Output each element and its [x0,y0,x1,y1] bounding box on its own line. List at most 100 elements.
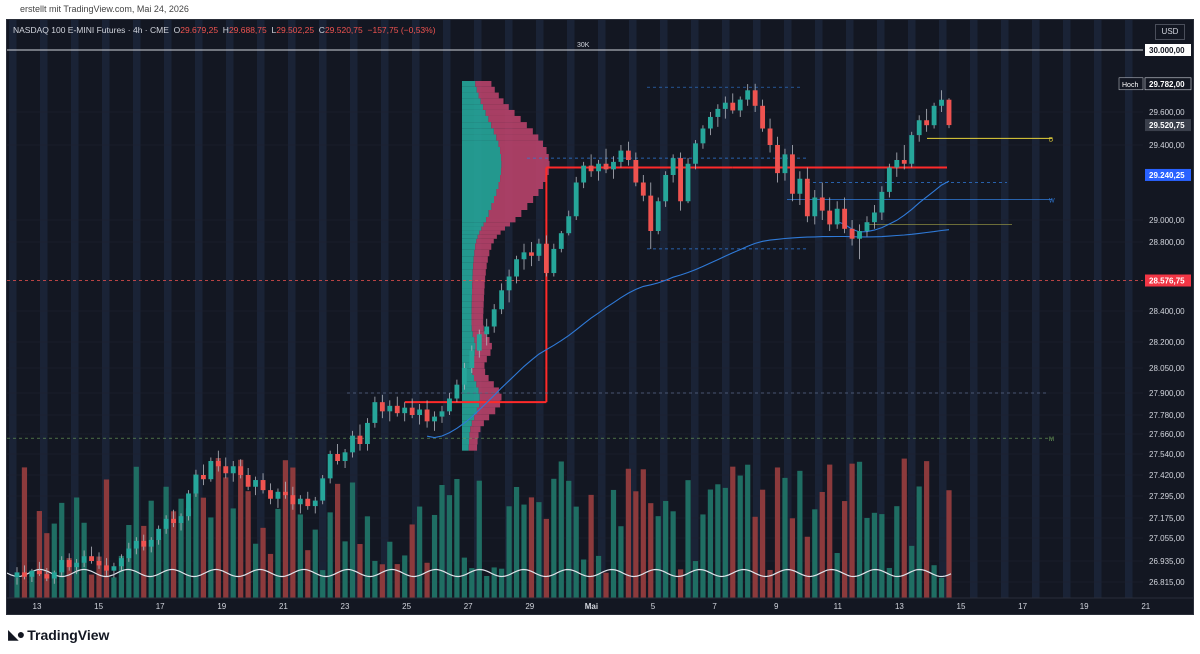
volume-bar [357,544,363,598]
candle-body [797,178,803,194]
session-stripe [1125,20,1133,598]
profile-bar [471,294,484,302]
candle [730,93,736,114]
price-badge [1145,274,1191,287]
volume-bar [469,568,475,598]
profile-bar [475,243,492,250]
profile-bar [472,288,485,295]
candle [633,152,639,187]
time-tick-label: 23 [341,602,350,611]
session-stripe [319,20,327,598]
candle [603,148,609,174]
candle-body [81,556,87,563]
profile-bar [493,128,533,135]
candle [372,396,378,428]
candle-body [230,466,236,474]
profile-bar [462,432,470,439]
candle-body [678,158,684,202]
volume-bar [178,498,184,598]
candle [745,84,751,106]
time-tick-label: 17 [1018,602,1027,611]
candle-body [335,454,341,461]
profile-bar [462,282,473,289]
candle-body [484,326,490,335]
candle [648,182,654,249]
volume-bar [409,524,415,598]
profile-bar [473,256,488,263]
candle-body [379,402,385,412]
high-value: 29.688,75 [228,25,267,35]
candle [260,473,266,494]
candle [200,464,206,486]
volume-bar [543,518,549,598]
candle-body [618,150,624,162]
candle [447,393,452,415]
volume-bar [290,467,296,598]
profile-bar [462,81,476,87]
candle [752,83,758,112]
volume-bar [238,459,244,598]
profile-bar [462,307,472,314]
candle-body [22,572,27,577]
time-axis: 131517192123252729Mai5791113151719212325… [7,597,1193,614]
candle-body [290,495,296,505]
candle [89,546,94,564]
price-chart[interactable]: 30K D W M 30.000,00 29.600,00 29.400,00 29.000… [7,20,1193,614]
candle [193,469,199,497]
time-tick-label: 17 [156,602,165,611]
volume-bar [737,475,743,598]
profile-bar [485,109,515,116]
volume-bar [230,508,236,598]
candle-body [186,493,191,517]
profile-bar [479,393,502,401]
volume-bar [44,533,50,598]
session-stripe [9,20,17,598]
candle [924,108,930,132]
profile-bar [471,307,484,314]
volume-bar [924,461,930,598]
candle-body [297,498,303,505]
volume-bar [692,561,699,598]
volume-bar [111,577,117,598]
volume-bar [133,466,139,598]
session-stripe [381,20,389,598]
candle [253,476,259,496]
profile-bar [462,140,499,147]
candle-body [342,452,348,461]
profile-bar [488,115,521,123]
session-stripe [102,20,110,598]
candle-body [506,276,512,291]
volume-bar [759,489,766,598]
profile-bar [496,189,539,196]
price-tick-label: 26.935,00 [1149,557,1185,566]
volume-bar [528,497,535,598]
candle-body [245,475,251,487]
candle [342,449,348,468]
volume-bar [14,578,20,598]
candle-body [939,99,944,106]
candle-body [737,99,743,111]
price-tick-label: 27.295,00 [1149,492,1185,501]
price-badge-tag [1118,77,1144,91]
price-badge [1145,168,1191,181]
chart-area[interactable]: 30K D W M 30.000,00 29.600,00 29.400,00 29.000… [6,19,1194,615]
candle-body [104,565,109,571]
volume-bar [588,494,594,598]
volume-bar [118,555,124,598]
time-tick-label: 15 [94,602,103,611]
candle-body [879,191,885,213]
profile-bar [462,288,473,295]
session-stripe [846,20,854,598]
volume-bar [446,495,453,598]
profile-bar [488,210,522,217]
candle [737,96,743,117]
vwap-line-short [836,180,950,233]
profile-bar [471,319,484,326]
currency-button[interactable]: USD [1155,24,1185,40]
profile-bar [471,301,484,308]
session-stripe [598,20,606,598]
volume-bar [752,516,758,598]
profile-bar [471,325,484,332]
candle [819,182,825,220]
session-stripe [40,20,48,598]
